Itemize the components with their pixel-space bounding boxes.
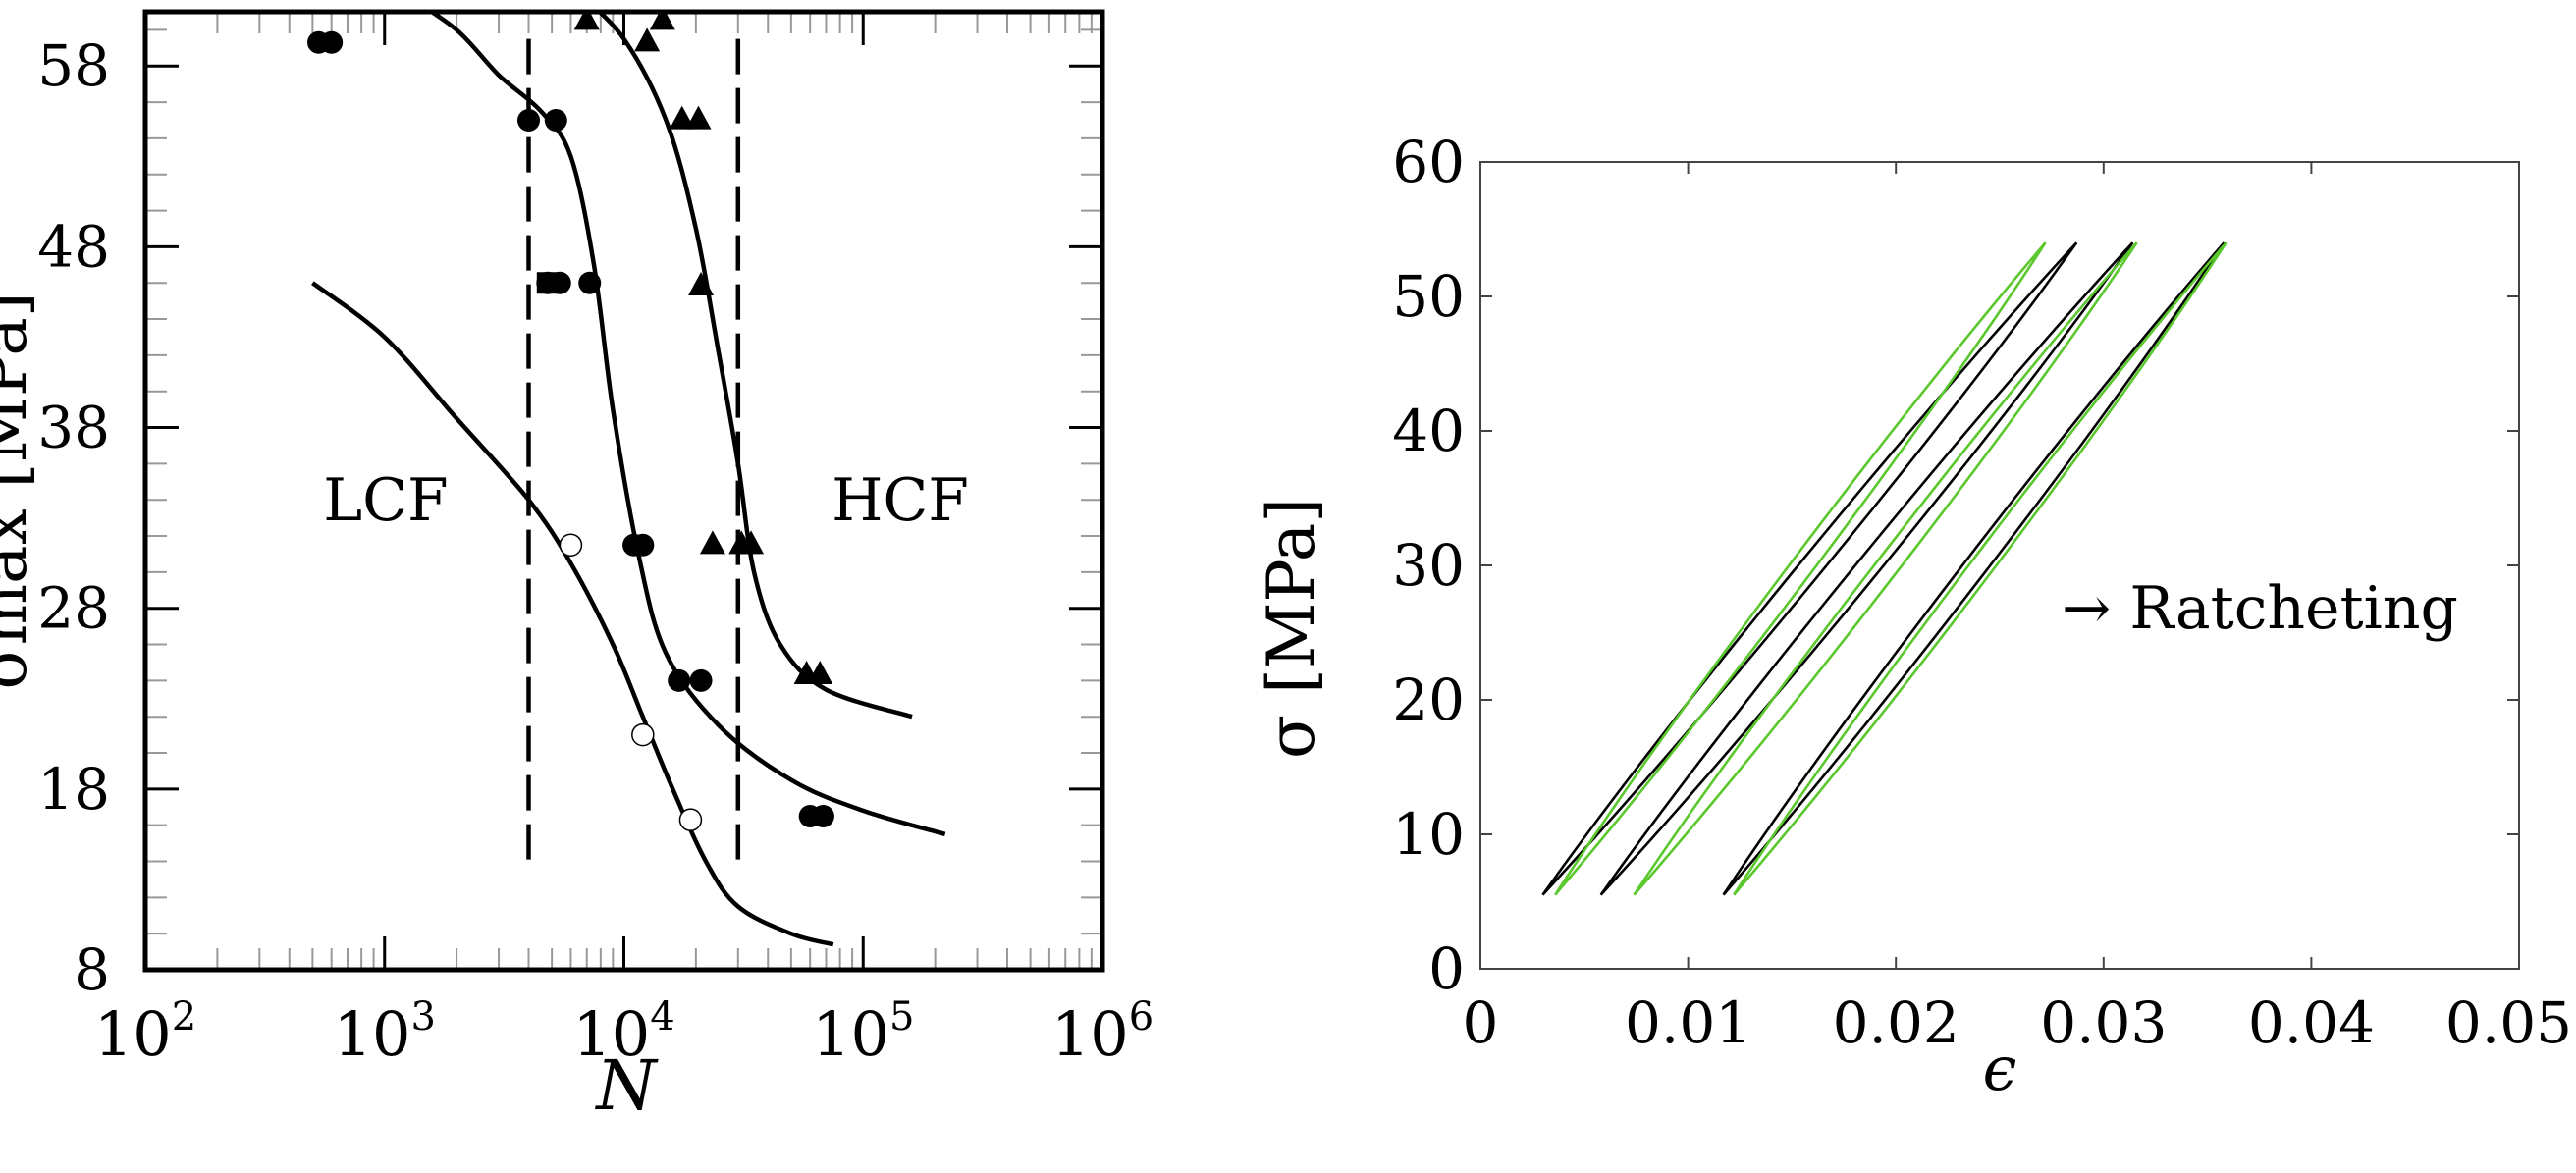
y-tick-label: 40 [1392, 398, 1465, 464]
triangle-marker [699, 530, 725, 555]
triangle-marker [685, 105, 712, 130]
black-hysteresis-loop [1722, 241, 2226, 896]
x-tick-label: 0 [1463, 989, 1499, 1056]
y-tick-label: 8 [74, 936, 110, 1003]
left-y-tick-labels: 8 18 28 38 48 58 [37, 32, 110, 1003]
fit-curve [596, 12, 913, 720]
y-tick-label: 18 [37, 756, 110, 823]
y-tick-label: 38 [37, 395, 110, 461]
filled-circle-marker [517, 108, 541, 132]
filled-circle-marker [668, 668, 691, 692]
triangle-marker [634, 27, 661, 52]
open-circle-marker [678, 808, 703, 831]
triangle-marker [738, 530, 765, 555]
y-tick-label: 58 [37, 32, 110, 99]
y-tick-label: 28 [37, 575, 110, 642]
right-ticks [1479, 161, 2520, 970]
x-tick-label: 0.01 [1625, 989, 1751, 1056]
triangle-marker [649, 12, 675, 30]
triangle-marker [688, 272, 715, 296]
y-tick-label: 60 [1392, 129, 1465, 195]
filled-circle-marker [689, 668, 713, 692]
green-hysteresis-loop [1633, 241, 2138, 896]
filled-circle-marker [811, 804, 834, 827]
open-circle-marker [631, 722, 655, 747]
left-minor-ticks [145, 12, 1102, 970]
left-x-axis-label: N [594, 1045, 659, 1126]
left-y-axis-label: σmax [MPa] [0, 292, 41, 689]
x-tick-label: 102 [94, 994, 196, 1070]
right-y-axis-label: σ [MPa] [1254, 498, 1329, 759]
right-chart: 0 10 20 30 40 50 60 0 0.01 0.02 0.03 0.04 0.05 → Ra… [1254, 129, 2572, 1104]
x-tick-label: 0.05 [2445, 989, 2572, 1056]
green-hysteresis-loop [1554, 241, 2047, 896]
left-regime-lines [526, 38, 741, 871]
fit-curve [427, 12, 946, 837]
square-marker [536, 272, 559, 294]
y-tick-label: 48 [37, 213, 110, 280]
fit-curve [311, 281, 834, 947]
lcf-label: LCF [323, 466, 448, 535]
x-tick-label: 103 [334, 994, 436, 1070]
x-tick-label: 0.04 [2248, 989, 2375, 1056]
black-hysteresis-loop [1541, 241, 2078, 896]
hcf-label: HCF [832, 466, 969, 535]
y-tick-label: 20 [1392, 666, 1465, 733]
filled-circle-marker [320, 30, 344, 54]
left-x-tick-labels: 102 103 104 105 106 [94, 994, 1154, 1070]
y-tick-label: 50 [1392, 263, 1465, 330]
green-hysteresis-loop [1733, 241, 2227, 896]
left-major-ticks [143, 12, 1104, 972]
x-tick-label: 106 [1051, 994, 1154, 1070]
triangle-marker [573, 12, 600, 30]
filled-circle-marker [544, 108, 567, 132]
x-tick-label: 105 [812, 994, 914, 1070]
left-markers [307, 12, 834, 831]
x-tick-label: 0.02 [1833, 989, 1959, 1056]
filled-circle-marker [631, 533, 655, 557]
open-circle-marker [559, 533, 583, 557]
y-tick-label: 10 [1392, 801, 1465, 868]
right-y-tick-labels: 0 10 20 30 40 50 60 [1392, 129, 1465, 1002]
x-tick-label: 0.03 [2040, 989, 2167, 1056]
triangle-marker [807, 660, 833, 684]
triangle-marker [669, 105, 695, 130]
right-x-tick-labels: 0 0.01 0.02 0.03 0.04 0.05 [1463, 989, 2572, 1056]
y-tick-label: 30 [1392, 532, 1465, 599]
left-curves [311, 12, 946, 947]
hysteresis-loops [1541, 241, 2227, 896]
ratcheting-label: → Ratcheting [2062, 574, 2458, 643]
right-x-axis-label: ϵ [1983, 1033, 2017, 1104]
left-chart: 8 18 28 38 48 58 102 103 104 105 106 LCF HCF N σm… [0, 9, 1154, 1126]
x-tick-label: 104 [572, 994, 674, 1070]
y-tick-label: 0 [1428, 935, 1465, 1002]
filled-circle-marker [578, 271, 602, 294]
